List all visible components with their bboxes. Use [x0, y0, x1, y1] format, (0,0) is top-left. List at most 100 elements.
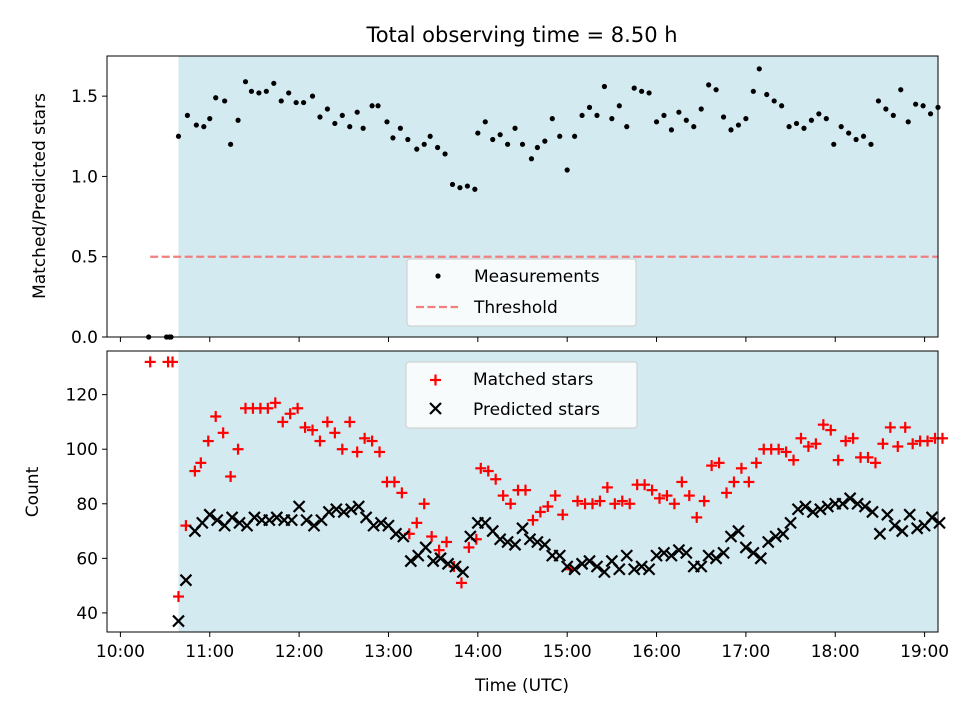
- matched-stars-point: [418, 498, 430, 510]
- measurement-point: [831, 141, 837, 147]
- matched-stars-point: [411, 517, 423, 529]
- predicted-stars-point: [799, 500, 812, 513]
- matched-stars-point: [817, 419, 829, 431]
- measurement-point: [490, 136, 496, 143]
- measurement-point: [728, 127, 734, 133]
- matched-stars-point: [795, 432, 807, 444]
- predicted-stars-point: [464, 530, 477, 543]
- measurement-point: [472, 186, 478, 192]
- measurement-point: [801, 125, 807, 131]
- predicted-stars-point: [590, 560, 604, 573]
- predicted-stars-point: [172, 614, 185, 628]
- measurement-point: [427, 133, 433, 139]
- ratio-plot-frame: [106, 55, 939, 338]
- measurement-point: [816, 111, 822, 117]
- predicted-stars-point: [761, 535, 775, 549]
- matched-stars-point: [586, 498, 598, 510]
- ratio-x-axis: [119, 337, 926, 342]
- matched-stars-point: [676, 476, 688, 488]
- matched-stars-point: [788, 454, 800, 466]
- predicted-stars-point: [821, 500, 835, 513]
- measurement-point: [913, 101, 919, 107]
- y-tick-label: 100: [66, 440, 98, 460]
- y-tick-label: 80: [76, 495, 98, 515]
- matched-stars-point: [351, 446, 363, 458]
- measurement-point: [624, 124, 630, 130]
- matched-stars-point: [802, 440, 814, 452]
- matched-stars-point: [426, 531, 438, 543]
- matched-stars-point: [225, 470, 237, 482]
- matched-stars-point: [475, 462, 487, 474]
- matched-stars-point: [232, 443, 244, 455]
- measurement-point: [927, 111, 934, 117]
- y-tick-label: 1.0: [71, 167, 98, 187]
- time-x-axis: 10:00 11:00 12:00 13:00 14:00 15:00 16:00 17:00…: [96, 632, 949, 662]
- measurement-point: [786, 124, 792, 130]
- predicted-stars-point: [806, 505, 820, 519]
- matched-stars-point: [519, 484, 531, 496]
- predicted-stars-point: [285, 513, 298, 527]
- ratio-panel: 0.0 0.5 1.0 1.5 Total observing time = 8.50…: [30, 23, 941, 348]
- matched-stars-point: [557, 509, 569, 521]
- predicted-stars-point: [627, 562, 641, 576]
- legend-measurements-marker: [435, 273, 441, 279]
- matched-stars-point: [195, 457, 207, 469]
- matched-stars-point: [388, 476, 400, 488]
- legend-measurements-label: Measurements: [474, 267, 600, 287]
- predicted-stars-point: [769, 530, 782, 543]
- matched-stars-point: [884, 421, 896, 433]
- predicted-stars-point: [553, 549, 567, 562]
- ratio-y-axis: 0.0 0.5 1.0 1.5: [71, 87, 107, 348]
- matched-stars-point: [277, 416, 289, 428]
- predicted-stars-point: [702, 549, 715, 562]
- measurement-point: [743, 116, 749, 122]
- matched-stars-point: [542, 501, 554, 513]
- measurement-point: [278, 98, 284, 104]
- matched-stars-point: [482, 465, 494, 477]
- matched-stars-point: [172, 591, 184, 603]
- matched-stars-point: [936, 432, 948, 444]
- matched-stars-point: [810, 438, 822, 450]
- legend-predicted-label: Predicted stars: [473, 400, 600, 420]
- predicted-stars-point: [739, 541, 753, 554]
- predicted-stars-point: [367, 519, 380, 532]
- measurement-point: [586, 104, 593, 110]
- matched-stars-point: [505, 498, 517, 510]
- predicted-stars-point: [694, 560, 708, 573]
- predicted-stars-point: [516, 522, 529, 535]
- measurement-point: [683, 117, 689, 123]
- matched-stars-point: [654, 492, 666, 504]
- predicted-stars-point: [307, 519, 321, 532]
- predicted-stars-point: [270, 511, 284, 524]
- matched-stars-point: [683, 490, 695, 502]
- matched-stars-point: [262, 402, 274, 414]
- x-tick-label: 14:00: [453, 642, 502, 662]
- matched-stars-point: [735, 462, 747, 474]
- measurement-point: [354, 109, 360, 115]
- matched-stars-point: [144, 356, 156, 368]
- measurement-point: [890, 112, 896, 119]
- matched-stars-point: [862, 451, 874, 463]
- matched-stars-point: [698, 495, 710, 507]
- predicted-stars-point: [330, 502, 343, 516]
- predicted-stars-point: [210, 513, 224, 527]
- matched-stars-point: [594, 495, 606, 507]
- measurement-point: [449, 181, 456, 188]
- measurement-point: [853, 136, 859, 143]
- predicted-stars-point: [538, 538, 552, 551]
- measurement-point: [300, 99, 307, 106]
- predicted-stars-point: [717, 546, 730, 560]
- measurement-point: [512, 125, 518, 131]
- measurement-point: [442, 151, 448, 157]
- matched-stars-point: [329, 427, 341, 439]
- counts-legend-box: [405, 361, 638, 429]
- predicted-stars-point: [449, 560, 462, 573]
- chart-title: Total observing time = 8.50 h: [365, 23, 677, 47]
- measurement-point: [898, 87, 904, 93]
- predicted-stars-point: [508, 538, 522, 551]
- measurement-point: [653, 119, 660, 125]
- matched-stars-point: [892, 440, 904, 452]
- measurement-point: [519, 141, 526, 147]
- predicted-stars-point: [925, 511, 939, 524]
- measurement-point: [616, 103, 622, 109]
